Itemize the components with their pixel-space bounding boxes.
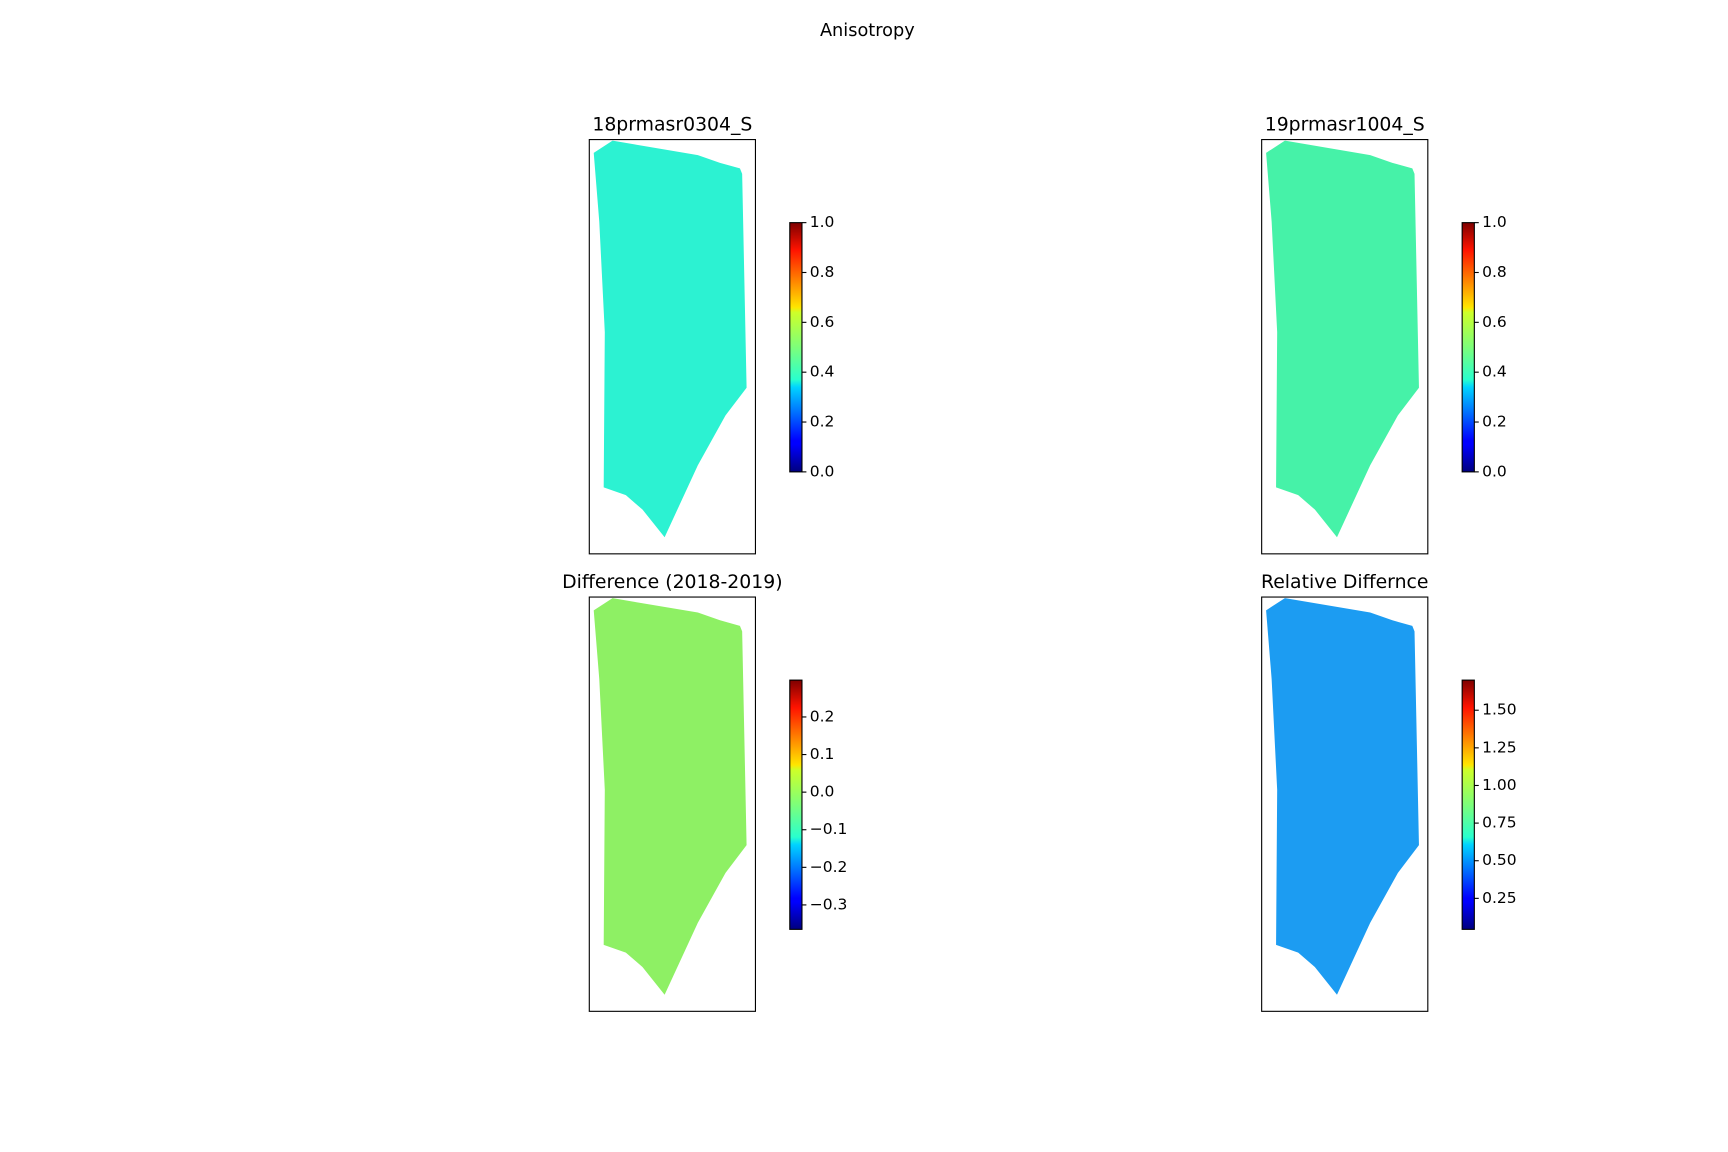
panel-title: 18prmasr0304_S [592,115,752,136]
colorbar-tick-label: 0.2 [810,707,835,725]
axes-frame [588,596,757,1012]
colorbar-tick-label: 0.8 [810,263,835,281]
colorbar-tick-label: 0.4 [810,363,835,381]
colorbar-tick-label: 1.00 [1482,776,1517,794]
colorbar-tick-label: 0.0 [810,783,835,801]
colorbar [789,222,803,473]
axes-frame [588,139,757,555]
colorbar-tick-label: 0.2 [810,413,835,431]
axes-frame [1261,139,1429,555]
panel-title: Relative Differnce [1261,572,1428,593]
image-field [593,140,747,538]
colorbar-tick-label: 0.4 [1482,363,1507,381]
colorbar-tick-label: 1.0 [1482,213,1507,231]
colorbar [1461,222,1475,473]
panel-title: 19prmasr1004_S [1265,115,1425,136]
colorbar-tick-label: 1.50 [1482,701,1517,719]
colorbar-tick-label: 1.25 [1482,738,1517,756]
axes-frame [1261,596,1429,1012]
colorbar-tick-label: −0.2 [810,858,848,876]
colorbar-tick-label: 0.6 [810,313,835,331]
colorbar-tick-label: 0.1 [810,745,835,763]
colorbar-tick-label: 0.25 [1482,889,1517,907]
panel-title: Difference (2018-2019) [562,572,782,593]
colorbar-tick-label: 0.6 [1482,313,1507,331]
figure-title: Anisotropy [820,21,915,41]
colorbar-tick-label: 0.50 [1482,851,1517,869]
colorbar-tick-label: 0.0 [1482,462,1507,480]
colorbar-tick-label: 0.2 [1482,413,1507,431]
image-field [593,598,747,995]
colorbar [1461,679,1475,930]
image-field [1266,598,1419,995]
colorbar-tick-label: 0.0 [810,462,835,480]
colorbar [789,679,803,930]
colorbar-tick-label: −0.1 [810,820,848,838]
colorbar-tick-label: 1.0 [810,213,835,231]
image-field [1266,140,1419,538]
colorbar-tick-label: 0.75 [1482,814,1517,832]
colorbar-tick-label: −0.3 [810,895,848,913]
colorbar-tick-label: 0.8 [1482,263,1507,281]
